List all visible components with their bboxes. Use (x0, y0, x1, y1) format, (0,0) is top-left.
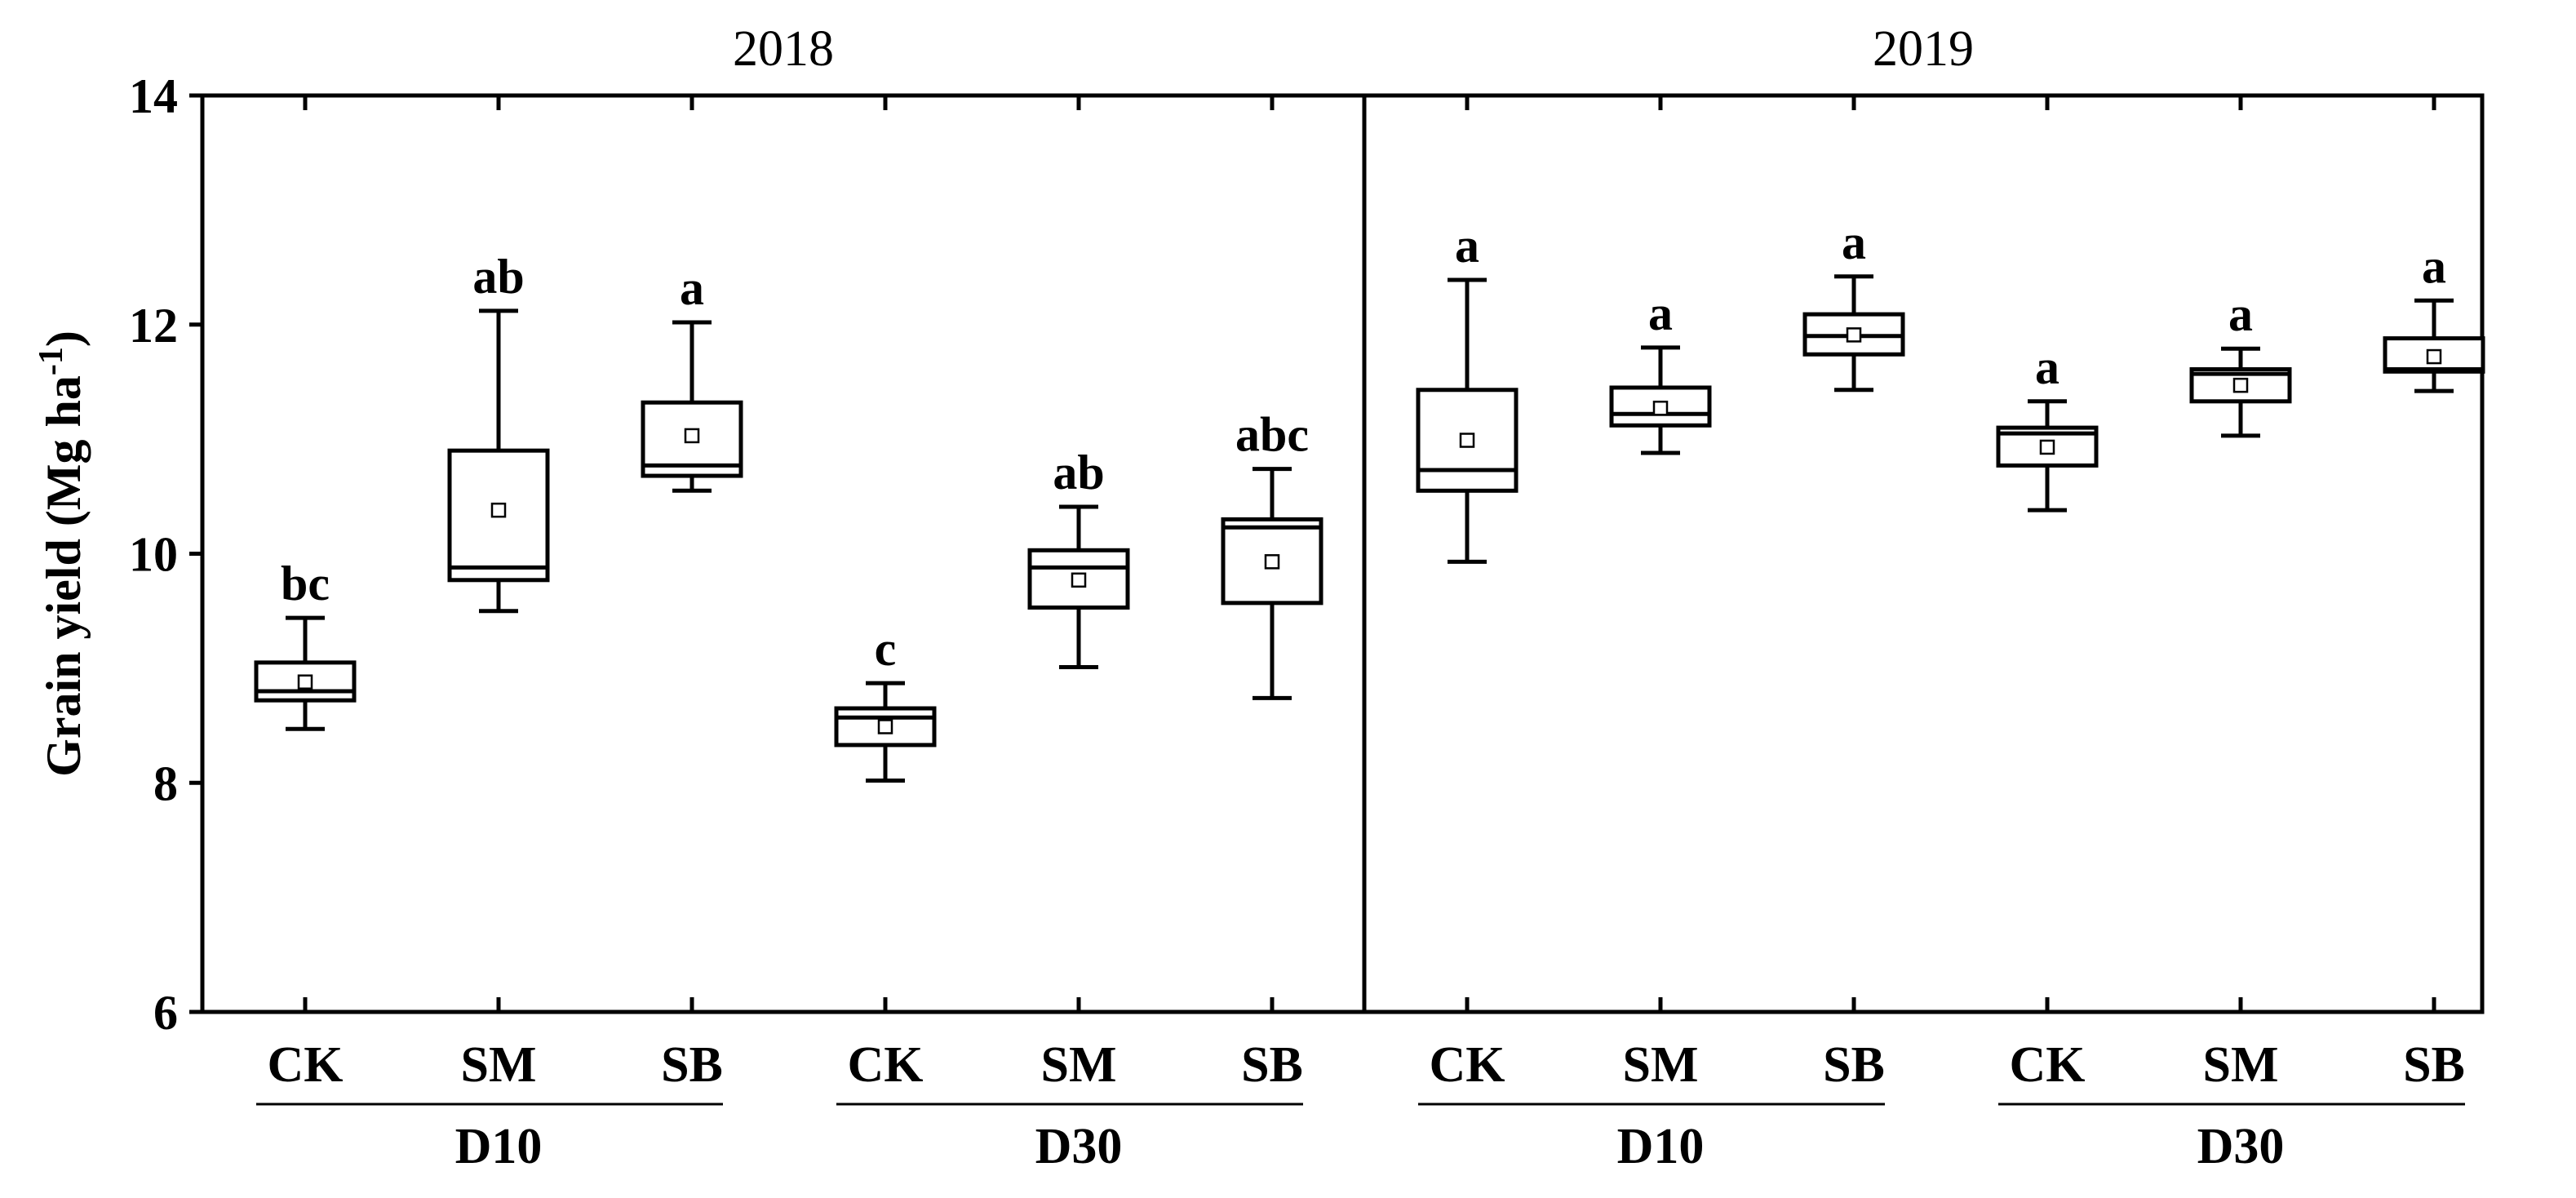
x-category-label: SM (2203, 1037, 2279, 1093)
box-2019-D30-CK (1996, 399, 2099, 512)
y-axis-title: Grain yield (Mg ha-1) (33, 331, 91, 777)
x-category-label: SB (1823, 1037, 1885, 1093)
x-category-label: SB (2403, 1037, 2465, 1093)
x-category-label: SB (1241, 1037, 1303, 1093)
x-category-label: CK (268, 1037, 344, 1093)
box-2019-D10-CK (1416, 277, 1519, 564)
mean-marker (297, 674, 313, 690)
box-2019-D30-SB (2383, 298, 2485, 393)
significance-letter: ab (1053, 446, 1104, 499)
panel-title-2019: 2019 (1873, 21, 1974, 77)
mean-marker (490, 502, 507, 518)
group-label-D10: D10 (1617, 1119, 1705, 1174)
significance-letter: a (1455, 219, 1479, 273)
box-2018-D30-SM (1027, 504, 1130, 669)
mean-marker (684, 428, 700, 444)
mean-marker (1652, 400, 1669, 416)
significance-letter: abc (1235, 408, 1309, 462)
y-tick-label: 12 (129, 299, 178, 353)
box-2018-D10-CK (254, 615, 357, 731)
mean-marker (877, 719, 893, 734)
box-2018-D10-SM (447, 308, 550, 614)
mean-marker (2426, 348, 2442, 365)
box-2019-D30-SM (2189, 346, 2292, 438)
significance-letter: ab (472, 250, 524, 304)
mean-marker (1846, 327, 1862, 343)
x-category-label: SB (661, 1037, 723, 1093)
mean-marker (2232, 377, 2249, 393)
significance-letter: a (1842, 215, 1866, 269)
y-tick-label: 10 (129, 528, 178, 582)
mean-marker (1071, 572, 1087, 588)
mean-marker (1459, 433, 1475, 448)
y-tick-label: 6 (153, 986, 178, 1040)
significance-letter: a (2035, 340, 2059, 394)
x-category-label: CK (848, 1037, 924, 1093)
box-2018-D10-SB (641, 320, 743, 493)
x-category-label: CK (2010, 1037, 2086, 1093)
x-category-label: SM (461, 1037, 537, 1093)
significance-letter: a (1648, 286, 1673, 340)
significance-letter: c (875, 622, 897, 676)
group-label-D10: D10 (455, 1119, 543, 1174)
x-category-label: SM (1623, 1037, 1699, 1093)
significance-letter: a (2228, 287, 2253, 341)
x-category-label: CK (1430, 1037, 1505, 1093)
box-2019-D10-SM (1609, 345, 1712, 455)
significance-letter: a (2422, 239, 2446, 293)
significance-letter: a (680, 261, 704, 315)
mean-marker (1264, 554, 1280, 570)
group-label-D30: D30 (1035, 1119, 1123, 1174)
y-tick-label: 8 (153, 757, 178, 810)
mean-marker (2039, 439, 2055, 455)
box-2018-D30-CK (834, 681, 937, 783)
box-2018-D30-SB (1221, 467, 1323, 700)
group-label-D30: D30 (2197, 1119, 2285, 1174)
box-2019-D10-SB (1802, 274, 1905, 393)
x-category-label: SM (1041, 1037, 1117, 1093)
y-tick-label: 14 (129, 69, 178, 123)
significance-letter: bc (281, 557, 330, 610)
panel-title-2018: 2018 (733, 21, 834, 77)
